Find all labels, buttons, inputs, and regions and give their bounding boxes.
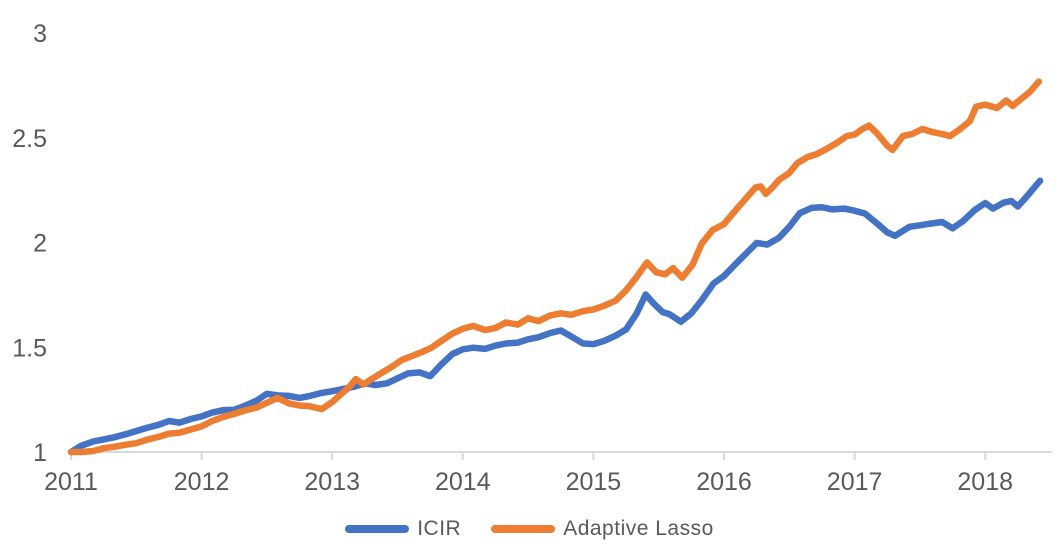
x-axis-label: 2011 bbox=[44, 468, 98, 496]
x-axis-label: 2013 bbox=[304, 468, 360, 496]
legend-label-icir: ICIR bbox=[417, 517, 462, 540]
x-axis-label: 2012 bbox=[174, 468, 230, 496]
legend-swatch-icir-line-icon bbox=[345, 525, 410, 533]
x-axis-label: 2018 bbox=[957, 468, 1013, 496]
y-axis-label: 1 bbox=[33, 439, 47, 467]
y-axis-label: 1.5 bbox=[12, 334, 47, 362]
legend-item-adaptive-lasso: Adaptive Lasso bbox=[491, 517, 714, 541]
series-line-icir bbox=[67, 177, 1044, 456]
x-axis-label: 2014 bbox=[435, 468, 491, 496]
legend-swatch-adaptive-lasso-line-icon bbox=[491, 525, 556, 533]
x-axis-label: 2017 bbox=[827, 468, 883, 496]
y-axis-label: 2.5 bbox=[12, 125, 47, 153]
series-line-adaptive-lasso bbox=[67, 78, 1043, 456]
legend-label-adaptive-lasso: Adaptive Lasso bbox=[563, 517, 714, 540]
chart-svg: 2011 2012 2013 2014 2015 2016 2017 2018 1 1.5 2 2.5… bbox=[12, 20, 1052, 496]
legend: ICIR Adaptive Lasso bbox=[0, 507, 1059, 551]
y-axis-label: 3 bbox=[33, 20, 47, 48]
x-axis-label: 2015 bbox=[566, 468, 622, 496]
y-axis-label: 2 bbox=[33, 230, 47, 258]
x-axis-label: 2016 bbox=[696, 468, 752, 496]
legend-item-icir: ICIR bbox=[345, 517, 461, 541]
